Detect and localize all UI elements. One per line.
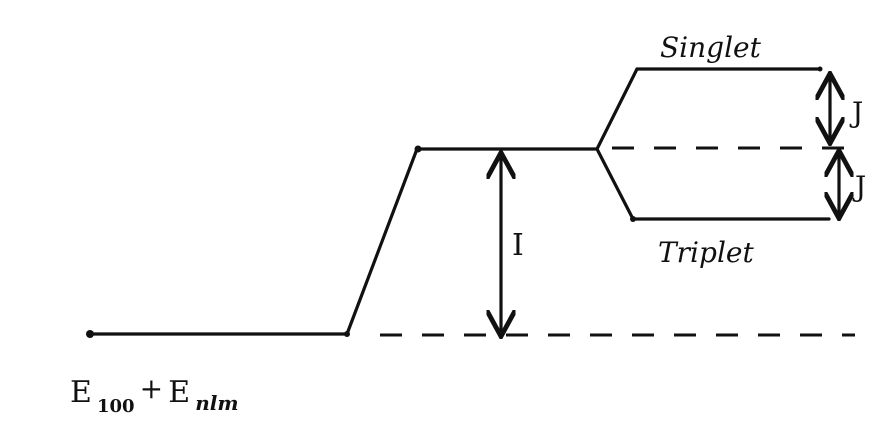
triplet-branch (595, 147, 635, 221)
ground-energy-sub2: nlm (195, 391, 238, 415)
rise-corner-dot-low (344, 331, 350, 337)
triplet-label: Triplet (658, 236, 754, 269)
ionization-label: I (512, 228, 524, 263)
singlet-label: Singlet (660, 31, 762, 64)
exchange-label-lower: J (852, 170, 866, 203)
ground-energy-main2: E (168, 375, 190, 410)
ground-level-dot (86, 330, 94, 338)
singlet-branch (595, 67, 639, 151)
ground-energy-plus: + (140, 372, 163, 405)
singlet-end-dot (817, 66, 823, 72)
exchange-label-upper: J (849, 96, 863, 129)
ground-energy-sub1: 100 (97, 396, 135, 417)
ground-energy-main: E (70, 375, 92, 410)
triplet-start-dot (630, 216, 636, 222)
ground-energy-label: E 100 + E nlm (70, 372, 239, 417)
rise-connector (345, 147, 419, 336)
